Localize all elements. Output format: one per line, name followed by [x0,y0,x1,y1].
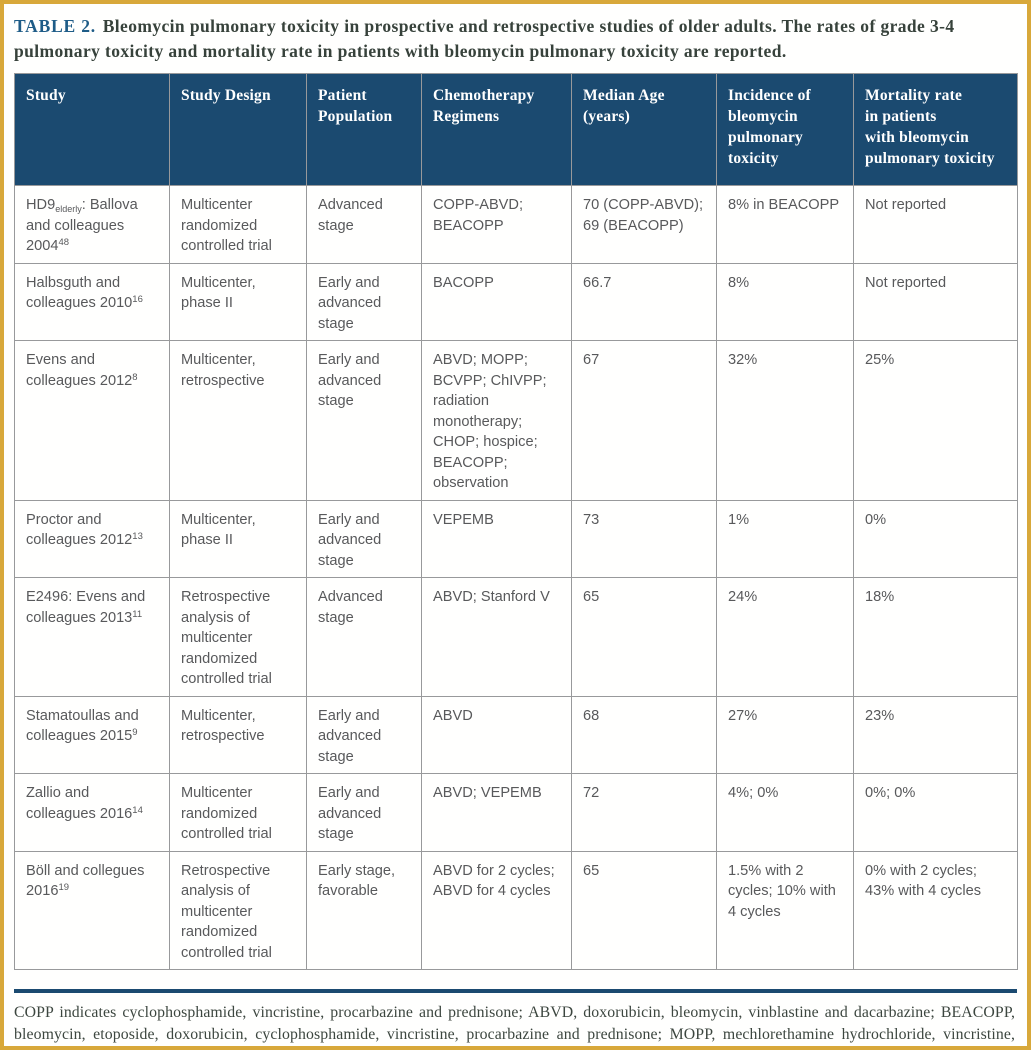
reference-number: 16 [132,294,143,305]
study-cell: Evens and colleagues 20128 [14,340,170,501]
study-name-text: Proctor and colleagues 2012 [26,511,133,549]
mortality-cell: Not reported [853,185,1018,264]
median-age-cell: 70 (COPP-ABVD); 69 (BEACOPP) [571,185,717,264]
reference-number: 11 [132,608,143,620]
column-header: Study Design [169,73,307,186]
table-caption: TABLE 2. Bleomycin pulmonary toxicity in… [14,14,1015,64]
patient-population-cell: Advanced stage [306,185,422,264]
table-row: HD9elderly: Ballova and colleagues 20044… [14,185,1018,264]
study-design-cell: Multicenter, phase II [169,262,307,341]
study-name-subscript: elderly [55,204,82,214]
mortality-cell: 0% [853,499,1018,578]
study-name-text: Halbsguth and colleagues 2010 [26,274,133,312]
column-header: Study [14,73,170,186]
reference-number: 13 [132,531,143,542]
abbreviations-footnote: COPP indicates cyclophosphamide, vincris… [14,1004,1015,1043]
chemo-regimens-cell: VEPEMB [421,499,572,578]
chemo-regimens-cell: ABVD; MOPP; BCVPP; ChIVPP; radiation mon… [421,340,572,501]
study-name-prefix: HD9 [26,197,56,213]
study-name-text: Stamatoullas and colleagues 2015 [26,707,139,745]
study-cell: Proctor and colleagues 201213 [14,499,170,578]
chemo-regimens-cell: ABVD for 2 cycles; ABVD for 4 cycles [421,850,572,970]
table-header-row: Study Study Design Patient Population Chemo… [14,73,1018,186]
table-number-label: TABLE 2. [14,16,96,36]
study-name-text: Zallio and colleagues 2016 [26,785,133,822]
study-cell: Zallio and colleagues 201614 [14,773,170,852]
mortality-cell: 0% with 2 cycles; 43% with 4 cycles [853,850,1018,970]
study-design-cell: Retrospective analysis of multicenter ra… [169,850,307,970]
reference-number: 14 [132,804,143,816]
study-name-text: Evens and colleagues 2012 [26,352,133,389]
study-design-cell: Multicenter randomized controlled trial [169,773,307,852]
patient-population-cell: Early and advanced stage [306,773,422,852]
incidence-cell: 27% [716,695,854,774]
table-row: Halbsguth and colleagues 201016 Multicent… [14,262,1018,341]
chemo-regimens-cell: COPP-ABVD; BEACOPP [421,185,572,264]
median-age-cell: 73 [571,499,717,578]
chemo-regimens-cell: ABVD [421,695,572,774]
table-row: Zallio and colleagues 201614 Multicenter … [14,773,1018,852]
patient-population-cell: Early and advanced stage [306,499,422,578]
reference-number: 48 [58,237,70,248]
mortality-cell: 18% [853,577,1018,697]
study-name-text: Böll and collegues 2016 [26,862,145,900]
column-header: Incidence of bleomycin pulmonary toxicit… [716,73,854,186]
incidence-cell: 1% [716,499,854,578]
chemo-regimens-cell: BACOPP [421,262,572,341]
patient-population-cell: Early and advanced stage [306,340,422,501]
chemo-regimens-cell: ABVD; VEPEMB [421,773,572,852]
study-design-cell: Multicenter, retrospective [169,695,307,774]
reference-number: 19 [58,882,70,893]
median-age-cell: 67 [571,340,717,501]
study-design-cell: Multicenter randomized controlled trial [169,185,307,264]
incidence-cell: 32% [716,340,854,501]
table-row: Evens and colleagues 20128 Multicenter, r… [14,340,1018,501]
table-row: Stamatoullas and colleagues 20159 Multice… [14,695,1018,774]
column-header: Patient Population [306,73,422,186]
median-age-cell: 65 [571,577,717,697]
study-name-text: : Ballova and colleagues 2004 [26,197,138,254]
study-name-text: E2496: Evens and colleagues 2013 [26,589,146,626]
study-cell: HD9elderly: Ballova and colleagues 20044… [14,185,170,264]
study-cell: Stamatoullas and colleagues 20159 [14,695,170,774]
table-row: Proctor and colleagues 201213 Multicenter… [14,499,1018,578]
study-cell: Böll and collegues 201619 [14,850,170,970]
median-age-cell: 68 [571,695,717,774]
incidence-cell: 1.5% with 2 cycles; 10% with 4 cycles [716,850,854,970]
study-design-cell: Multicenter, phase II [169,499,307,578]
table-row: E2496: Evens and colleagues 201311 Retros… [14,577,1018,697]
median-age-cell: 72 [571,773,717,852]
incidence-cell: 24% [716,577,854,697]
study-design-cell: Retrospective analysis of multicenter ra… [169,577,307,697]
incidence-cell: 4%; 0% [716,773,854,852]
column-header: Chemotherapy Regimens [421,73,572,186]
footnote-divider [14,989,1017,993]
mortality-cell: 23% [853,695,1018,774]
patient-population-cell: Early and advanced stage [306,262,422,341]
incidence-cell: 8% in BEACOPP [716,185,854,264]
patient-population-cell: Early stage, favorable [306,850,422,970]
patient-population-cell: Early and advanced stage [306,695,422,774]
study-design-cell: Multicenter, retrospective [169,340,307,501]
reference-number: 8 [132,371,138,383]
median-age-cell: 65 [571,850,717,970]
column-header: Median Age (years) [571,73,717,186]
mortality-cell: 25% [853,340,1018,501]
median-age-cell: 66.7 [571,262,717,341]
patient-population-cell: Advanced stage [306,577,422,697]
column-header: Mortality rate in patients with bleomyci… [853,73,1018,186]
study-cell: E2496: Evens and colleagues 201311 [14,577,170,697]
incidence-cell: 8% [716,262,854,341]
mortality-cell: 0%; 0% [853,773,1018,852]
table-row: Böll and collegues 201619 Retrospective a… [14,850,1018,970]
studies-table: Study Study Design Patient Population Chemo… [14,73,1018,970]
chemo-regimens-cell: ABVD; Stanford V [421,577,572,697]
reference-number: 9 [132,727,138,738]
study-cell: Halbsguth and colleagues 201016 [14,262,170,341]
table-caption-text: Bleomycin pulmonary toxicity in prospect… [14,16,955,61]
mortality-cell: Not reported [853,262,1018,341]
